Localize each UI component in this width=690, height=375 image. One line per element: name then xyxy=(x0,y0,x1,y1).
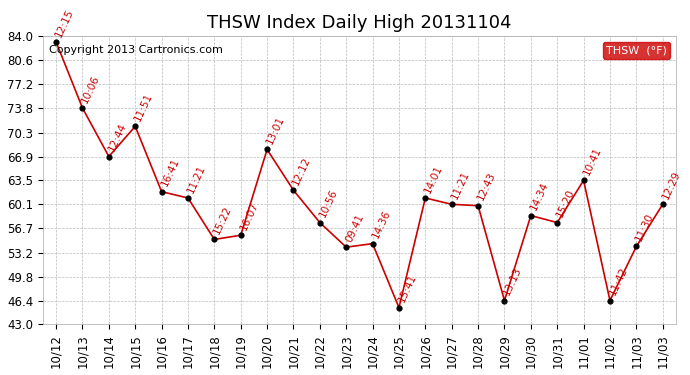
Text: 09:41: 09:41 xyxy=(344,212,366,244)
Text: 16:41: 16:41 xyxy=(159,157,181,188)
Point xyxy=(552,220,563,226)
Text: 11:21: 11:21 xyxy=(186,163,207,195)
Point xyxy=(235,232,246,238)
Point xyxy=(473,203,484,209)
Point xyxy=(50,39,61,45)
Text: 11:30: 11:30 xyxy=(634,211,656,243)
Text: 12:29: 12:29 xyxy=(660,169,682,201)
Text: Copyright 2013 Cartronics.com: Copyright 2013 Cartronics.com xyxy=(49,45,223,55)
Text: 16:07: 16:07 xyxy=(238,200,260,232)
Text: 15:22: 15:22 xyxy=(212,204,234,236)
Point xyxy=(393,304,404,310)
Text: 13:01: 13:01 xyxy=(265,115,286,146)
Point xyxy=(578,177,589,183)
Text: 15:41: 15:41 xyxy=(397,273,418,304)
Text: 10:41: 10:41 xyxy=(581,146,603,177)
Point xyxy=(604,298,615,304)
Text: 10:56: 10:56 xyxy=(317,188,339,219)
Point xyxy=(499,298,510,304)
Text: 11:51: 11:51 xyxy=(132,91,155,123)
Point xyxy=(631,243,642,249)
Legend: THSW  (°F): THSW (°F) xyxy=(603,42,671,58)
Text: 11:21: 11:21 xyxy=(449,169,471,201)
Text: 10:06: 10:06 xyxy=(80,73,101,105)
Point xyxy=(262,147,273,153)
Point xyxy=(130,123,141,129)
Text: 15:20: 15:20 xyxy=(555,188,576,219)
Point xyxy=(104,153,115,159)
Text: 11:42: 11:42 xyxy=(607,266,629,297)
Text: 14:01: 14:01 xyxy=(423,163,444,195)
Point xyxy=(525,213,536,219)
Text: 12:44: 12:44 xyxy=(106,122,128,153)
Title: THSW Index Daily High 20131104: THSW Index Daily High 20131104 xyxy=(207,14,512,32)
Point xyxy=(446,201,457,207)
Text: 14:36: 14:36 xyxy=(370,209,392,240)
Text: 13:13: 13:13 xyxy=(502,266,524,297)
Point xyxy=(315,220,326,226)
Point xyxy=(77,105,88,111)
Point xyxy=(420,195,431,201)
Point xyxy=(209,236,220,242)
Text: 12:15: 12:15 xyxy=(54,7,75,39)
Text: 14:34: 14:34 xyxy=(529,180,550,212)
Point xyxy=(288,187,299,193)
Point xyxy=(341,244,352,250)
Point xyxy=(367,241,378,247)
Text: 12:43: 12:43 xyxy=(475,171,497,202)
Point xyxy=(657,201,668,207)
Point xyxy=(182,195,193,201)
Text: 12:12: 12:12 xyxy=(291,155,313,187)
Point xyxy=(156,189,167,195)
